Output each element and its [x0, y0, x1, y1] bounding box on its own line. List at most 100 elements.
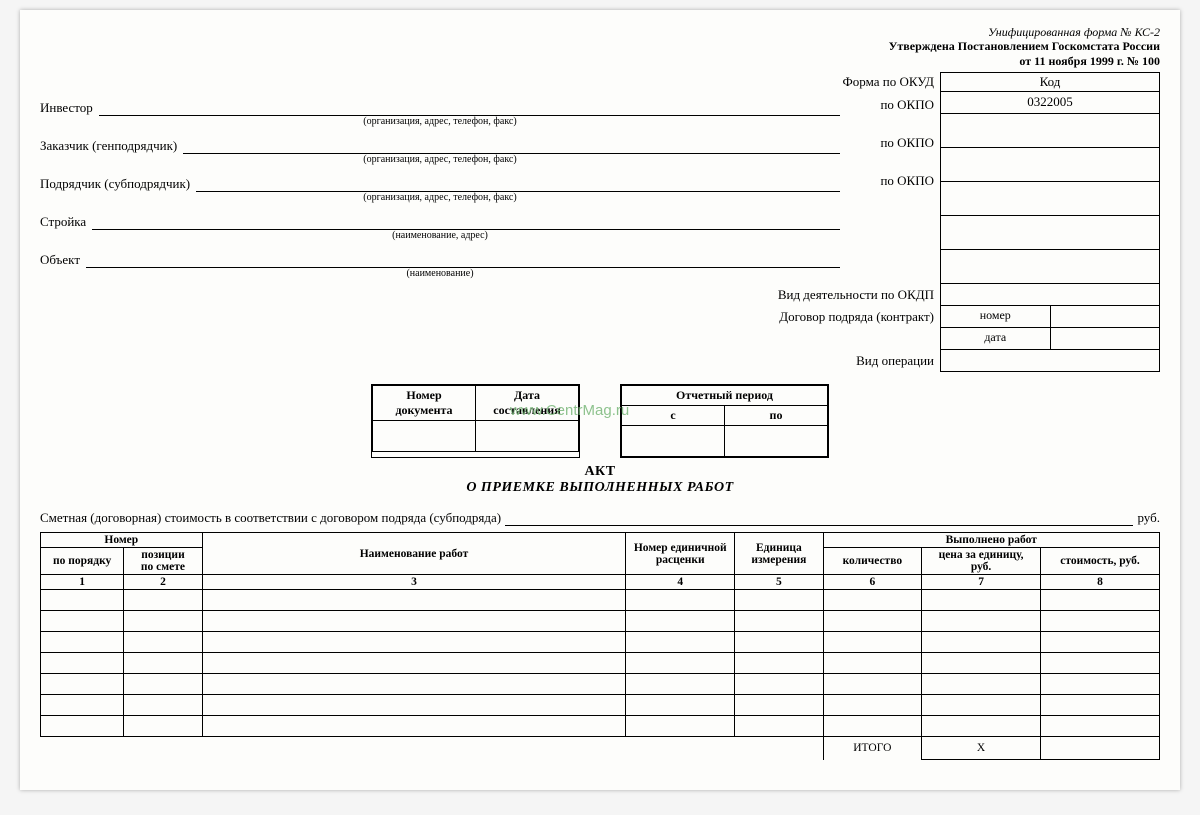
table-cell[interactable]	[1041, 716, 1160, 737]
table-cell[interactable]	[626, 716, 735, 737]
period-from-cell[interactable]	[622, 426, 725, 457]
table-cell[interactable]	[202, 674, 626, 695]
table-cell[interactable]	[735, 632, 823, 653]
table-cell[interactable]	[41, 611, 124, 632]
table-cell[interactable]	[922, 611, 1041, 632]
contractor-row: Подрядчик (субподрядчик)	[40, 170, 840, 192]
table-cell[interactable]	[922, 653, 1041, 674]
optype-cell[interactable]	[940, 350, 1160, 372]
table-cell[interactable]	[626, 695, 735, 716]
table-cell[interactable]	[202, 611, 626, 632]
customer-label: Заказчик (генподрядчик)	[40, 138, 183, 154]
code-okpo-investor[interactable]	[940, 114, 1160, 148]
site-line[interactable]	[92, 215, 840, 230]
table-cell[interactable]	[823, 716, 922, 737]
contract-number-value[interactable]	[1051, 306, 1160, 327]
approval-line1: Унифицированная форма № КС-2	[40, 25, 1160, 39]
table-cell[interactable]	[202, 716, 626, 737]
code-okpo-contractor[interactable]	[940, 182, 1160, 216]
title-l2: О ПРИЕМКЕ ВЫПОЛНЕННЫХ РАБОТ	[40, 480, 1160, 496]
table-cell[interactable]	[1041, 611, 1160, 632]
table-cell[interactable]	[41, 590, 124, 611]
contract-date-cell: дата	[940, 328, 1160, 350]
h-cena: цена за единицу, руб.	[922, 548, 1041, 575]
table-cell[interactable]	[202, 632, 626, 653]
table-cell[interactable]	[626, 674, 735, 695]
table-cell[interactable]	[124, 632, 202, 653]
site-label: Стройка	[40, 214, 92, 230]
investor-line[interactable]	[99, 101, 840, 116]
okdp-cell[interactable]	[940, 284, 1160, 306]
table-cell[interactable]	[735, 695, 823, 716]
table-cell[interactable]	[735, 611, 823, 632]
table-cell[interactable]	[823, 653, 922, 674]
cost-text: Сметная (договорная) стоимость в соответ…	[40, 510, 501, 526]
table-cell[interactable]	[124, 695, 202, 716]
table-cell[interactable]	[735, 653, 823, 674]
okdp-label: Вид деятельности по ОКДП	[40, 284, 940, 306]
table-cell[interactable]	[735, 674, 823, 695]
table-cell[interactable]	[626, 590, 735, 611]
table-cell[interactable]	[735, 590, 823, 611]
period-table: Отчетный период с по	[620, 384, 829, 458]
cn-4: 4	[626, 575, 735, 590]
table-cell[interactable]	[124, 674, 202, 695]
code-okud: 0322005	[940, 92, 1160, 114]
table-cell[interactable]	[1041, 653, 1160, 674]
h-po-smete: позиции по смете	[124, 548, 202, 575]
cn-6: 6	[823, 575, 922, 590]
period-to-cell[interactable]	[725, 426, 828, 457]
customer-line[interactable]	[183, 139, 840, 154]
table-cell[interactable]	[41, 716, 124, 737]
investor-label: Инвестор	[40, 100, 99, 116]
cn-8: 8	[1041, 575, 1160, 590]
table-cell[interactable]	[1041, 632, 1160, 653]
doc-date-cell[interactable]	[476, 421, 579, 452]
table-cell[interactable]	[626, 653, 735, 674]
table-cell[interactable]	[41, 674, 124, 695]
table-cell[interactable]	[823, 695, 922, 716]
table-cell[interactable]	[626, 611, 735, 632]
contract-number-cell: номер	[940, 306, 1160, 328]
site-hint: (наименование, адрес)	[40, 230, 840, 242]
title-block: АКТ О ПРИЕМКЕ ВЫПОЛНЕННЫХ РАБОТ	[40, 464, 1160, 496]
table-cell[interactable]	[1041, 695, 1160, 716]
title-l1: АКТ	[40, 464, 1160, 480]
table-cell[interactable]	[735, 716, 823, 737]
table-cell[interactable]	[1041, 590, 1160, 611]
approval-line3: от 11 ноября 1999 г. № 100	[40, 54, 1160, 68]
table-cell[interactable]	[124, 716, 202, 737]
table-cell[interactable]	[202, 653, 626, 674]
table-cell[interactable]	[626, 632, 735, 653]
cn-2: 2	[124, 575, 202, 590]
table-cell[interactable]	[124, 611, 202, 632]
itogo-sum[interactable]	[1041, 737, 1160, 760]
table-cell[interactable]	[202, 590, 626, 611]
cost-line-blank[interactable]	[505, 512, 1133, 526]
h-po-poryadku: по порядку	[41, 548, 124, 575]
table-cell[interactable]	[922, 674, 1041, 695]
table-cell[interactable]	[922, 716, 1041, 737]
table-cell[interactable]	[922, 695, 1041, 716]
table-cell[interactable]	[1041, 674, 1160, 695]
table-cell[interactable]	[124, 590, 202, 611]
table-cell[interactable]	[124, 653, 202, 674]
table-cell[interactable]	[823, 611, 922, 632]
table-cell[interactable]	[922, 632, 1041, 653]
table-cell[interactable]	[202, 695, 626, 716]
table-row	[41, 716, 1160, 737]
contractor-line[interactable]	[196, 177, 840, 192]
table-cell[interactable]	[823, 590, 922, 611]
table-cell[interactable]	[41, 632, 124, 653]
object-line[interactable]	[86, 253, 840, 268]
table-cell[interactable]	[41, 695, 124, 716]
table-cell[interactable]	[823, 632, 922, 653]
table-cell[interactable]	[41, 653, 124, 674]
code-object[interactable]	[940, 250, 1160, 284]
table-cell[interactable]	[922, 590, 1041, 611]
code-site[interactable]	[940, 216, 1160, 250]
contract-date-value[interactable]	[1051, 328, 1160, 349]
doc-num-cell[interactable]	[373, 421, 476, 452]
code-okpo-customer[interactable]	[940, 148, 1160, 182]
table-cell[interactable]	[823, 674, 922, 695]
